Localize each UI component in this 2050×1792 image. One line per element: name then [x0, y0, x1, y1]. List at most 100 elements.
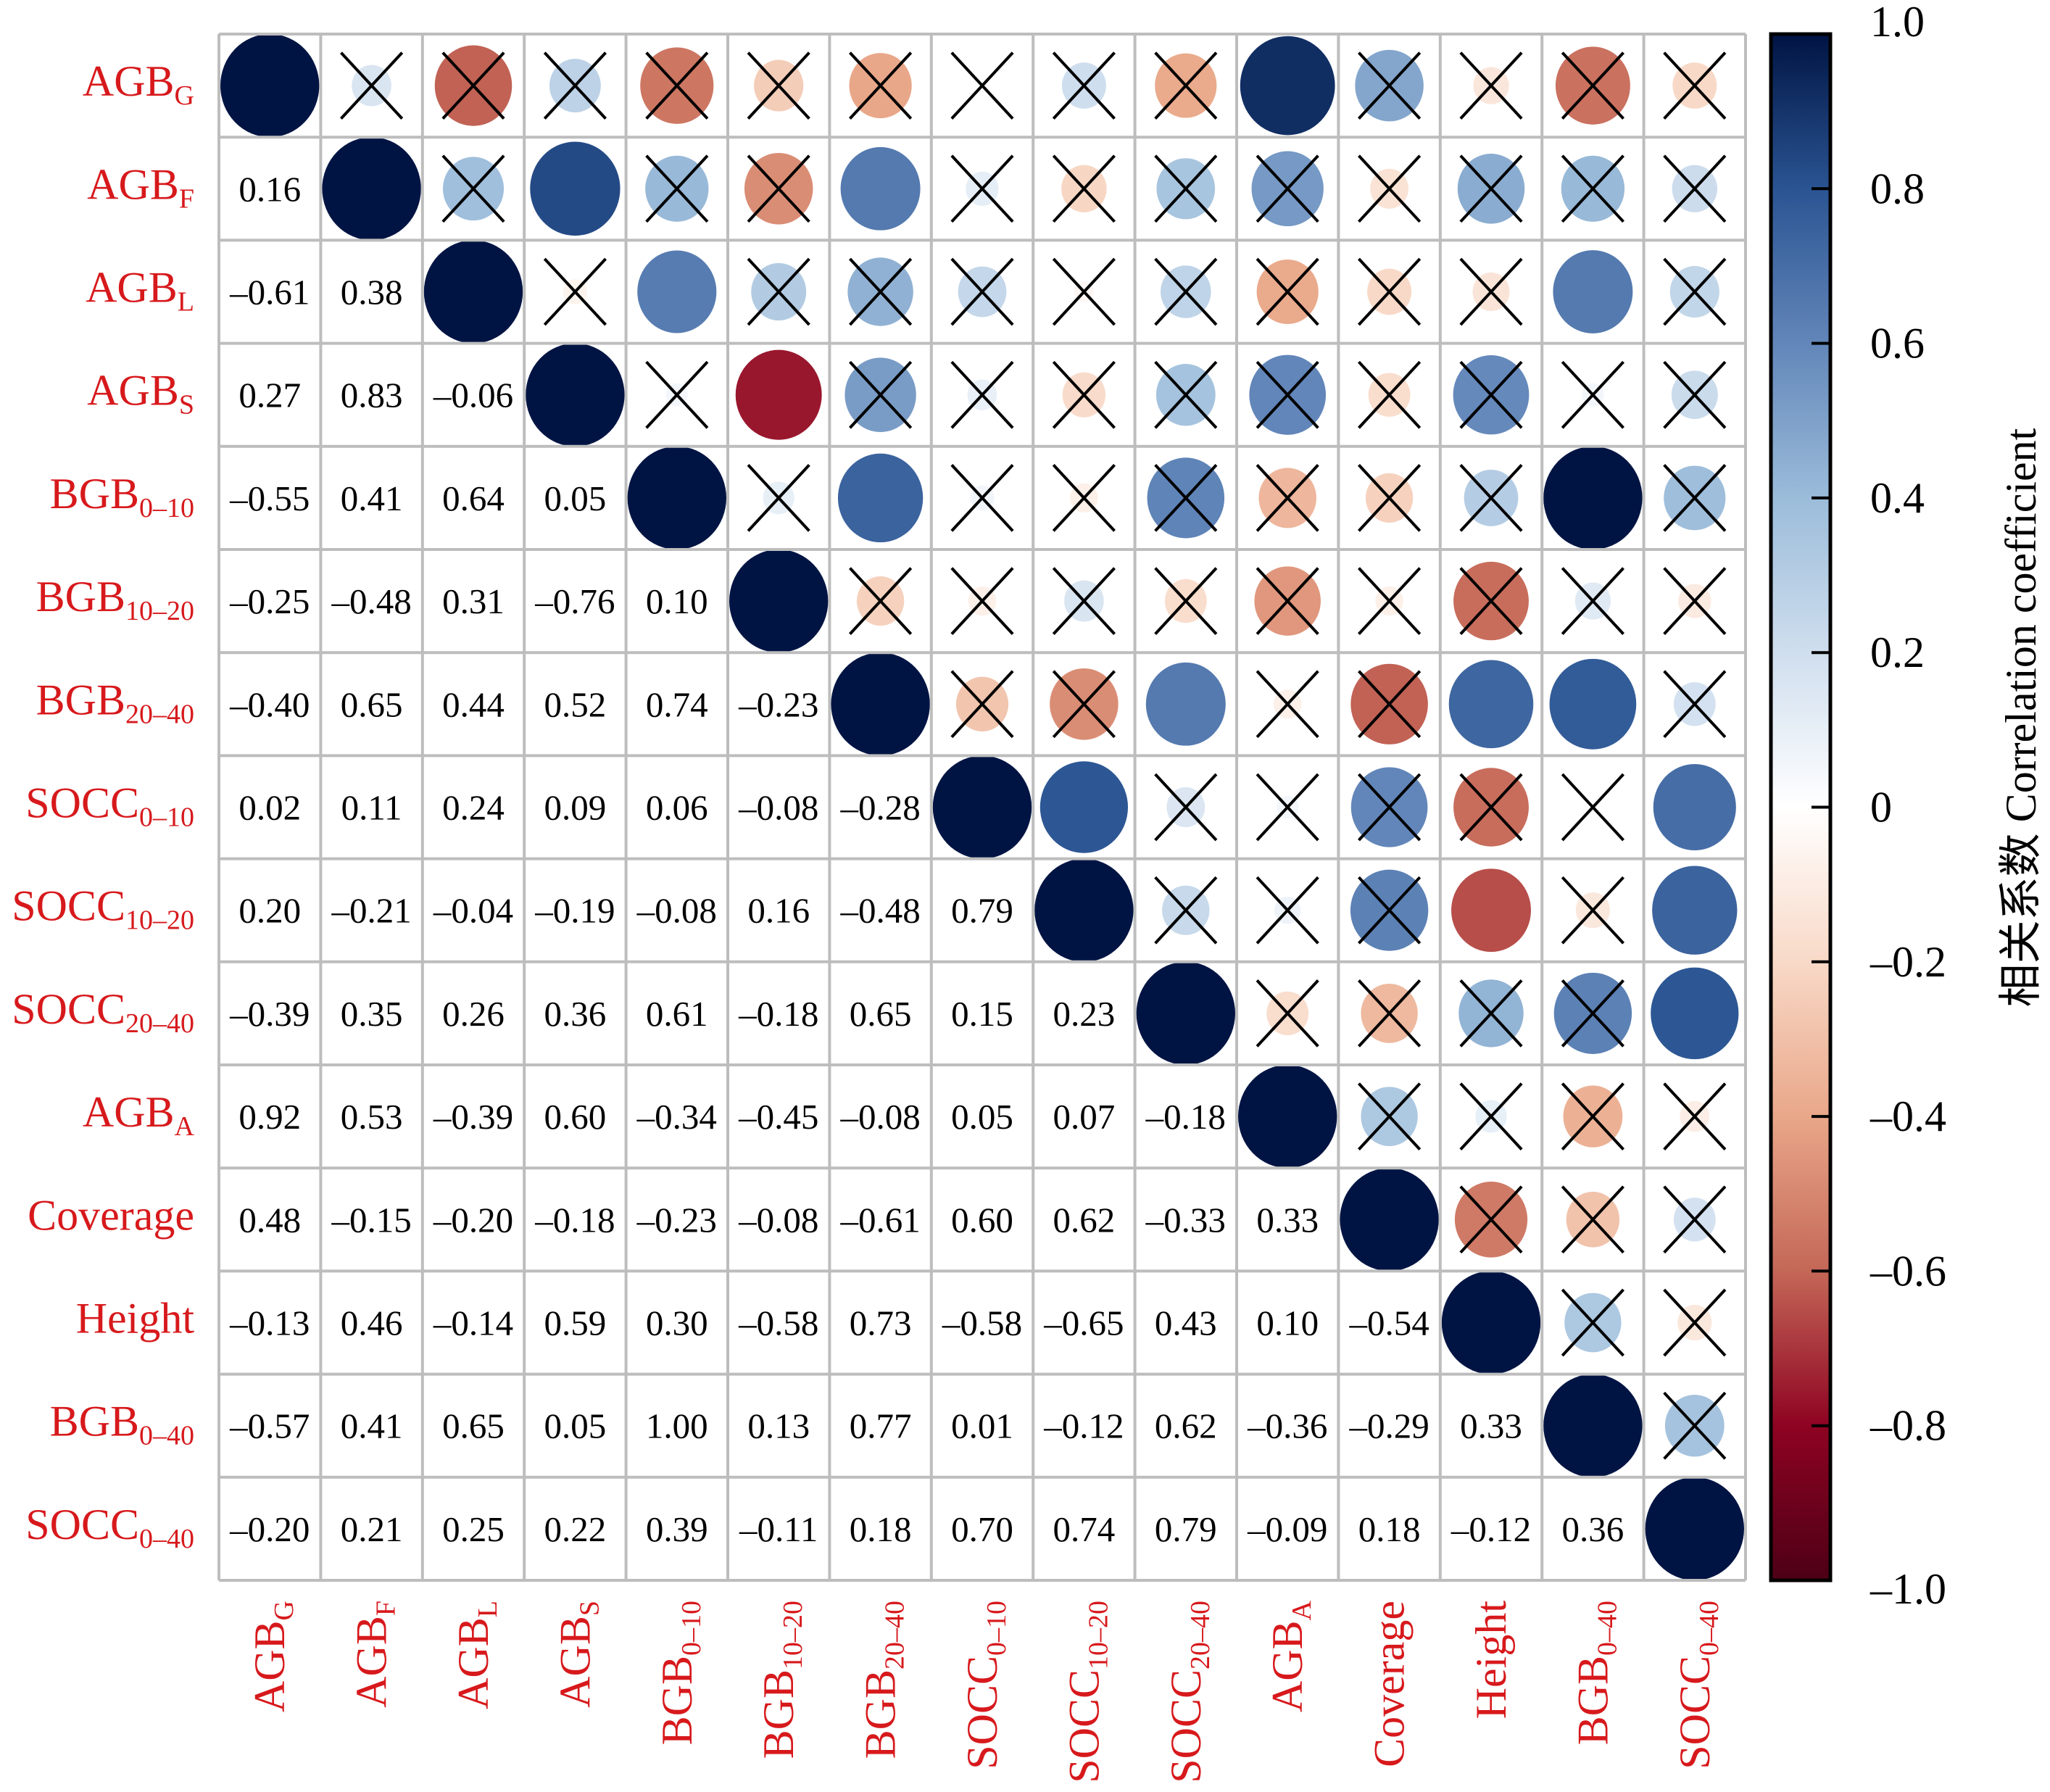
matrix-cell — [1154, 876, 1218, 945]
nonsignificant-x-marker — [1663, 567, 1727, 635]
coefficient-label: –0.39 — [433, 1097, 513, 1137]
nonsignificant-x-marker — [1561, 1185, 1624, 1254]
matrix-cell — [637, 250, 717, 333]
diagonal-circle — [1136, 961, 1236, 1066]
nonsignificant-x-marker — [1052, 360, 1116, 429]
row-label: BGB20–40 — [36, 676, 194, 729]
coefficient-label: –0.14 — [433, 1303, 513, 1343]
matrix-cell: –0.14 — [433, 1303, 513, 1343]
matrix-cell — [1549, 658, 1637, 750]
matrix-cell — [1251, 151, 1324, 227]
nonsignificant-x-marker — [747, 257, 810, 326]
label-base: BGB — [36, 573, 125, 621]
matrix-cell: –0.40 — [229, 684, 310, 724]
matrix-cell: –0.09 — [1247, 1509, 1327, 1549]
label-base: BGB — [50, 1398, 139, 1445]
matrix-cell — [1553, 972, 1632, 1054]
coefficient-label: 0.18 — [1358, 1509, 1421, 1549]
coefficient-label: 0.41 — [341, 1406, 403, 1446]
nonsignificant-x-marker — [1663, 51, 1727, 120]
matrix-cell — [950, 464, 1014, 532]
nonsignificant-x-marker — [849, 567, 913, 635]
matrix-cell: 0.65 — [442, 1406, 505, 1446]
label-base: SOCC — [1060, 1669, 1108, 1783]
matrix-cell: –0.65 — [1043, 1303, 1124, 1343]
matrix-cell — [1154, 360, 1218, 429]
label-base: AGB — [246, 1620, 294, 1712]
coefficient-label: 0.27 — [238, 376, 301, 415]
label-subscript: S — [574, 1601, 605, 1616]
matrix-cell: 0.53 — [341, 1097, 403, 1137]
matrix-cell — [645, 154, 709, 223]
matrix-cell — [1459, 51, 1523, 120]
matrix-cell — [1561, 567, 1624, 635]
nonsignificant-x-marker — [441, 154, 505, 223]
nonsignificant-x-marker — [1663, 670, 1727, 739]
nonsignificant-x-marker — [1052, 51, 1116, 120]
coefficient-label: 0.79 — [951, 891, 1013, 931]
row-label: Height — [76, 1295, 195, 1343]
nonsignificant-x-marker — [1358, 979, 1422, 1048]
matrix-cell — [1039, 761, 1129, 853]
nonsignificant-x-marker — [1256, 257, 1319, 326]
matrix-cell — [1561, 1288, 1624, 1357]
nonsignificant-x-marker — [1663, 1185, 1727, 1254]
nonsignificant-x-marker — [849, 257, 913, 326]
coefficient-label: 0.52 — [544, 684, 607, 724]
correlation-circle — [1448, 660, 1534, 749]
label-base: Height — [76, 1295, 195, 1343]
matrix-cell — [1154, 154, 1218, 223]
matrix-cell — [526, 343, 625, 447]
matrix-cell: –0.45 — [738, 1097, 818, 1137]
matrix-cell — [1256, 876, 1319, 945]
coefficient-label: –0.29 — [1348, 1406, 1429, 1446]
matrix-cell: 0.73 — [850, 1303, 912, 1343]
colorbar-tick-label: 1.0 — [1870, 0, 1925, 46]
matrix-cell: 0.01 — [951, 1406, 1013, 1446]
label-subscript: 10–20 — [1083, 1601, 1113, 1669]
coefficient-label: 0.48 — [238, 1200, 301, 1240]
matrix-cell — [1561, 773, 1624, 842]
matrix-cell: 0.10 — [1256, 1303, 1319, 1343]
row-label: AGBS — [87, 367, 194, 420]
colorbar-tick-label: –1.0 — [1870, 1565, 1946, 1613]
nonsignificant-x-marker — [1358, 464, 1422, 532]
matrix-cell — [1034, 858, 1134, 962]
matrix-cell — [1136, 961, 1236, 1066]
nonsignificant-x-marker — [950, 670, 1014, 739]
coefficient-label: 0.65 — [850, 994, 912, 1034]
matrix-cell — [1358, 1082, 1422, 1150]
label-subscript: S — [179, 390, 194, 420]
coefficient-label: 0.16 — [238, 169, 301, 209]
matrix-cell — [1256, 773, 1319, 842]
nonsignificant-x-marker — [1154, 360, 1218, 429]
matrix-cell: 0.92 — [238, 1097, 301, 1137]
correlation-circle — [1451, 868, 1531, 953]
coefficient-label: –0.12 — [1451, 1509, 1531, 1549]
column-label: SOCC10–20 — [1060, 1601, 1113, 1783]
nonsignificant-x-marker — [1052, 257, 1116, 326]
matrix-cell: –0.36 — [1247, 1406, 1327, 1446]
matrix-cell — [1052, 464, 1116, 532]
diagonal-circle — [627, 446, 726, 550]
matrix-cell: –0.20 — [433, 1200, 513, 1240]
matrix-cell: 0.05 — [544, 1406, 607, 1446]
diagonal-circle — [831, 652, 930, 756]
nonsignificant-x-marker — [1154, 876, 1218, 945]
matrix-cell: 0.43 — [1155, 1303, 1217, 1343]
matrix-cell: 0.64 — [442, 478, 505, 518]
matrix-cell — [1340, 1168, 1439, 1272]
nonsignificant-x-marker — [1561, 773, 1624, 842]
matrix-cell — [1256, 464, 1319, 532]
matrix-cell: –0.58 — [942, 1303, 1022, 1343]
label-base: Height — [1467, 1601, 1515, 1720]
matrix-cell — [932, 755, 1032, 859]
colorbar-title: 相关系数 Correlation coefficient — [1997, 428, 2045, 1007]
matrix-cell — [640, 47, 714, 124]
coefficient-label: 0.22 — [544, 1509, 607, 1549]
label-base: SOCC — [25, 779, 139, 827]
matrix-cell: 0.62 — [1155, 1406, 1217, 1446]
diagonal-circle — [1645, 1477, 1744, 1581]
matrix-cell — [1543, 446, 1643, 550]
matrix-cell — [847, 257, 913, 326]
